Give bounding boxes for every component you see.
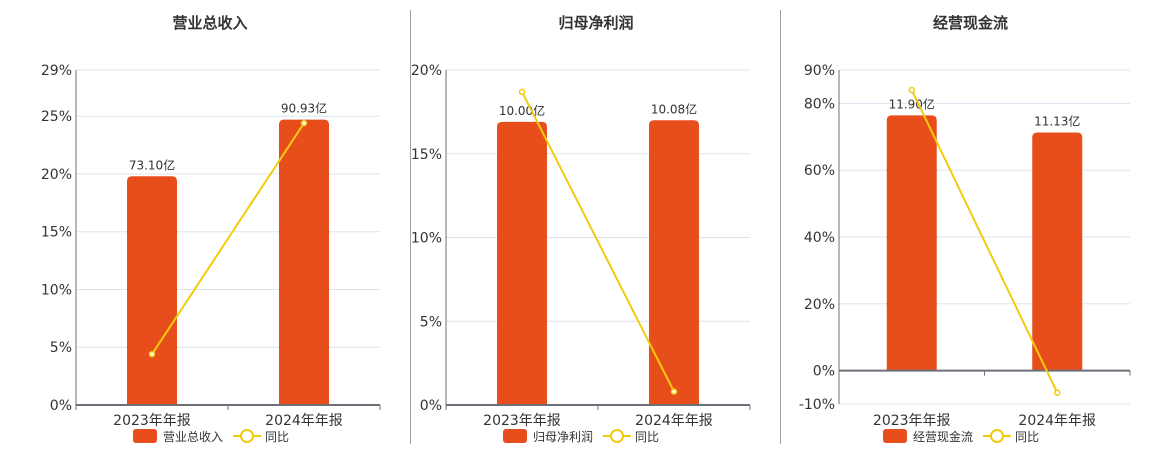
- y-tick-label: 10%: [411, 231, 442, 247]
- bar[interactable]: [649, 120, 699, 405]
- bar-legend-swatch[interactable]: [133, 429, 157, 443]
- y-tick-label: 60%: [804, 163, 835, 179]
- x-tick-label: 2023年年报: [483, 413, 561, 429]
- bar[interactable]: [886, 115, 937, 371]
- y-tick-label: 15%: [41, 225, 72, 241]
- bar-value-label: 11.13亿: [1034, 113, 1080, 128]
- line-legend-label[interactable]: 同比: [635, 429, 660, 444]
- x-tick-label: 2024年年报: [635, 413, 713, 429]
- line-legend-label[interactable]: 同比: [265, 429, 290, 444]
- y-tick-label: 0%: [813, 364, 835, 380]
- chart-plot: -10% 0% 20% 40% 60% 80% 90% 11.90亿 2023年年报 11.13亿…: [799, 63, 1131, 429]
- line-legend-swatch[interactable]: [603, 429, 632, 443]
- bar[interactable]: [279, 119, 329, 405]
- line-legend-swatch[interactable]: [233, 429, 262, 443]
- line-legend-swatch[interactable]: [983, 429, 1012, 443]
- yoy-point[interactable]: [300, 119, 308, 127]
- line-legend-label[interactable]: 同比: [1015, 429, 1040, 444]
- y-tick-label: 0%: [420, 398, 442, 414]
- bar-legend-swatch[interactable]: [503, 429, 527, 443]
- bar-value-label: 10.08亿: [651, 101, 697, 116]
- x-tick-label: 2024年年报: [1018, 413, 1096, 429]
- bar-legend-label[interactable]: 营业总收入: [163, 429, 224, 444]
- chart-plot: 0% 5% 10% 15% 20% 10.00亿 2023年年报 10.08亿 2024年年报: [411, 63, 751, 429]
- y-tick-label: 20%: [804, 297, 835, 313]
- bar-value-label: 10.00亿: [499, 103, 545, 118]
- chart-plot: 0% 5% 10% 15% 20% 25% 29% 73.10亿 2023年年报 90.93亿 20…: [41, 63, 381, 429]
- yoy-line: [151, 122, 305, 355]
- bar-value-label: 90.93亿: [281, 101, 327, 116]
- bar[interactable]: [1032, 132, 1083, 371]
- bar-legend-swatch[interactable]: [883, 429, 907, 443]
- y-tick-label: 5%: [50, 340, 72, 356]
- yoy-point[interactable]: [1054, 389, 1061, 396]
- panel-divider: [410, 10, 411, 444]
- yoy-point[interactable]: [670, 388, 678, 395]
- yoy-point[interactable]: [908, 86, 915, 94]
- chart-legend: 归母净利润 同比: [503, 427, 659, 445]
- y-tick-label: 20%: [411, 63, 442, 79]
- chart-panel-net-profit: 归母净利润 0% 5% 10% 15% 20% 10.00亿 2023年年报 10.08亿 20…: [411, 0, 781, 450]
- y-tick-label: 90%: [804, 63, 835, 79]
- chart-legend: 经营现金流 同比: [883, 427, 1039, 445]
- y-tick-label: 40%: [804, 230, 835, 246]
- y-tick-label: 5%: [420, 314, 442, 330]
- x-tick-label: 2023年年报: [873, 413, 951, 429]
- yoy-point[interactable]: [148, 350, 156, 358]
- chart-panel-revenue: 营业总收入 0% 5% 10% 15% 20% 25% 29% 73.10亿 2023年年报 90…: [0, 0, 410, 450]
- panel-divider: [780, 10, 781, 444]
- yoy-line: [910, 89, 1059, 394]
- x-tick-label: 2024年年报: [265, 413, 343, 429]
- y-tick-label: 29%: [41, 63, 72, 79]
- bar-value-label: 73.10亿: [129, 157, 175, 172]
- x-tick-label: 2023年年报: [113, 413, 191, 429]
- bar[interactable]: [127, 176, 177, 405]
- bar-legend-label[interactable]: 经营现金流: [913, 429, 974, 444]
- chart-title: 归母净利润: [558, 14, 634, 32]
- y-tick-label: -10%: [799, 397, 835, 413]
- y-tick-label: 10%: [41, 282, 72, 298]
- bar-value-label: 11.90亿: [889, 96, 935, 111]
- chart-title: 经营现金流: [932, 14, 1008, 32]
- chart-legend: 营业总收入 同比: [133, 427, 289, 445]
- bar-legend-label[interactable]: 归母净利润: [533, 429, 594, 444]
- y-tick-label: 20%: [41, 167, 72, 183]
- y-tick-label: 15%: [411, 147, 442, 163]
- y-tick-label: 25%: [41, 109, 72, 125]
- bar[interactable]: [497, 121, 547, 406]
- yoy-point[interactable]: [518, 88, 526, 96]
- chart-title: 营业总收入: [172, 14, 248, 32]
- y-tick-label: 80%: [804, 96, 835, 112]
- y-tick-label: 0%: [50, 398, 72, 414]
- chart-panel-operating-cashflow: 经营现金流 -10% 0% 20% 40% 60% 80% 90% 11.90亿 2023年年报…: [781, 0, 1160, 450]
- yoy-line: [521, 91, 675, 393]
